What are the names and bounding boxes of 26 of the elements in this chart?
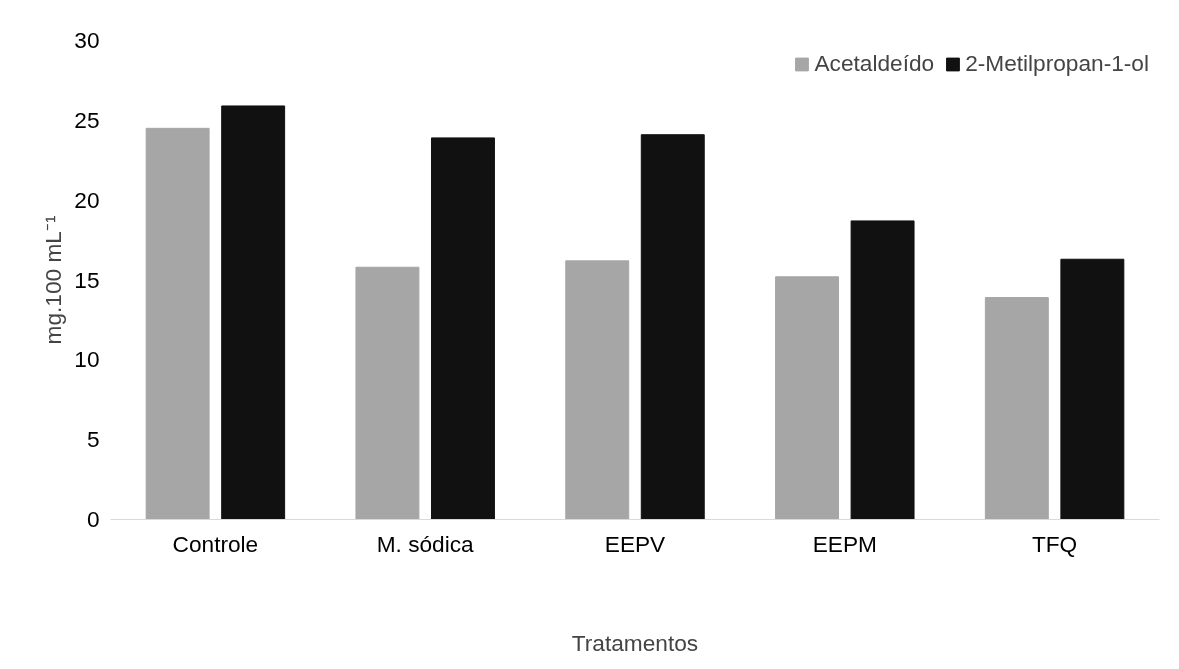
- x-tick-label: EEPV: [604, 530, 667, 557]
- y-tick-label: 10: [74, 346, 100, 373]
- y-tick-label: 15: [74, 266, 100, 293]
- x-axis-title: Tratamentos: [571, 629, 699, 656]
- y-axis-title: mg.100 mL⁻¹: [40, 215, 67, 345]
- bar: [565, 260, 630, 520]
- y-tick-label: 20: [74, 186, 100, 213]
- bar: [145, 127, 210, 520]
- y-tick-label: 25: [74, 106, 100, 133]
- bar: [775, 276, 840, 520]
- bar: [1060, 258, 1125, 520]
- bar: [984, 297, 1049, 520]
- y-tick-label: 0: [86, 506, 100, 532]
- x-tick-label: M. sódica: [376, 530, 475, 557]
- bar: [221, 105, 286, 520]
- bar: [850, 220, 915, 520]
- y-tick-label: 30: [74, 27, 100, 53]
- x-tick-label: TFQ: [1031, 530, 1078, 557]
- bar: [355, 266, 420, 520]
- x-tick-label: Controle: [172, 530, 259, 557]
- legend-label: Acetaldeído: [814, 50, 935, 77]
- x-tick-label: EEPM: [812, 530, 877, 557]
- bar: [430, 137, 495, 520]
- y-tick-label: 5: [86, 426, 100, 453]
- bar: [640, 134, 705, 520]
- legend-label: 2-Metilpropan-1-ol: [965, 50, 1149, 77]
